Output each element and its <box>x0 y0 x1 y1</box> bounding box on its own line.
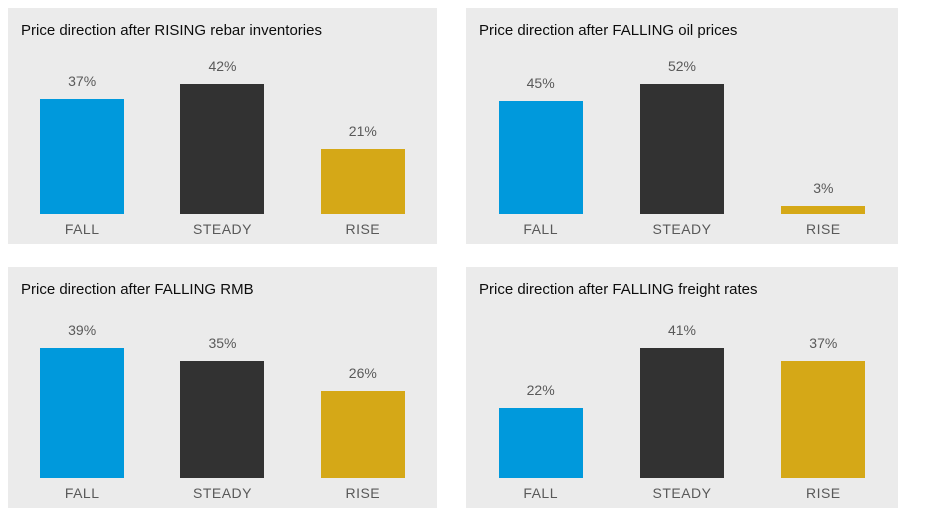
bar-value-label: 52% <box>667 57 696 74</box>
bar-value-label: 42% <box>208 57 237 74</box>
chart-panel-falling-freight-rates: Price direction after FALLING freight ra… <box>466 267 898 508</box>
bar-group-fall: 39% FALL <box>12 321 152 502</box>
chart-panel-falling-rmb: Price direction after FALLING RMB 39% FA… <box>8 267 437 508</box>
bar-value-label: 35% <box>208 334 237 351</box>
category-label-fall: FALL <box>64 485 100 501</box>
fall-bar <box>498 408 583 478</box>
category-label-steady: STEADY <box>652 485 712 501</box>
chart-title: Price direction after FALLING RMB <box>21 281 254 298</box>
chart-panel-falling-oil-prices: Price direction after FALLING oil prices… <box>466 8 898 244</box>
bar-value-label: 21% <box>348 122 377 139</box>
category-label-fall: FALL <box>523 485 559 501</box>
rise-bar <box>320 391 405 478</box>
steady-bar <box>180 361 265 478</box>
steady-bar <box>639 348 724 478</box>
bar-value-label: 45% <box>526 74 555 91</box>
chart-panel-rising-rebar-inventories: Price direction after RISING rebar inven… <box>8 8 437 244</box>
chart-title: Price direction after FALLING freight ra… <box>479 281 758 298</box>
bar-value-label: 22% <box>526 381 555 398</box>
bar-group-steady: 35% STEADY <box>152 323 292 502</box>
chart-title: Price direction after FALLING oil prices <box>479 22 738 39</box>
bar-value-label: 39% <box>68 321 97 338</box>
bar-group-fall: 37% FALL <box>12 59 152 238</box>
category-label-steady: STEADY <box>652 221 712 237</box>
bar-group-steady: 42% STEADY <box>152 57 292 238</box>
category-label-steady: STEADY <box>192 221 252 237</box>
fall-bar <box>498 101 583 214</box>
bar-group-fall: 22% FALL <box>470 323 611 502</box>
category-label-fall: FALL <box>523 221 559 237</box>
category-label-fall: FALL <box>64 221 100 237</box>
category-label-steady: STEADY <box>192 485 252 501</box>
bar-group-steady: 41% STEADY <box>611 321 752 502</box>
steady-bar <box>639 84 724 214</box>
bar-value-label: 37% <box>68 72 97 89</box>
category-label-rise: RISE <box>345 221 381 237</box>
bar-chart: 37% FALL 42% STEADY 21% RISE <box>12 57 433 238</box>
rise-bar <box>320 149 405 214</box>
bar-group-fall: 45% FALL <box>470 59 611 238</box>
bar-chart: 22% FALL 41% STEADY 37% RISE <box>470 321 894 502</box>
bar-chart: 45% FALL 52% STEADY 3% RISE <box>470 57 894 238</box>
chart-title: Price direction after RISING rebar inven… <box>21 22 322 39</box>
category-label-rise: RISE <box>805 485 841 501</box>
bar-value-label: 41% <box>667 321 696 338</box>
bar-group-rise: 21% RISE <box>293 59 433 238</box>
bar-chart: 39% FALL 35% STEADY 26% RISE <box>12 321 433 502</box>
bar-value-label: 26% <box>348 364 377 381</box>
bar-group-rise: 37% RISE <box>753 323 894 502</box>
bar-value-label: 37% <box>809 334 838 351</box>
bar-group-rise: 26% RISE <box>293 323 433 502</box>
category-label-rise: RISE <box>805 221 841 237</box>
bar-group-steady: 52% STEADY <box>611 57 752 238</box>
fall-bar <box>40 99 125 214</box>
fall-bar <box>40 348 125 478</box>
steady-bar <box>180 84 265 214</box>
category-label-rise: RISE <box>345 485 381 501</box>
bar-group-rise: 3% RISE <box>753 59 894 238</box>
bar-value-label: 3% <box>813 179 834 196</box>
rise-bar <box>781 361 866 478</box>
rise-bar <box>781 206 866 214</box>
